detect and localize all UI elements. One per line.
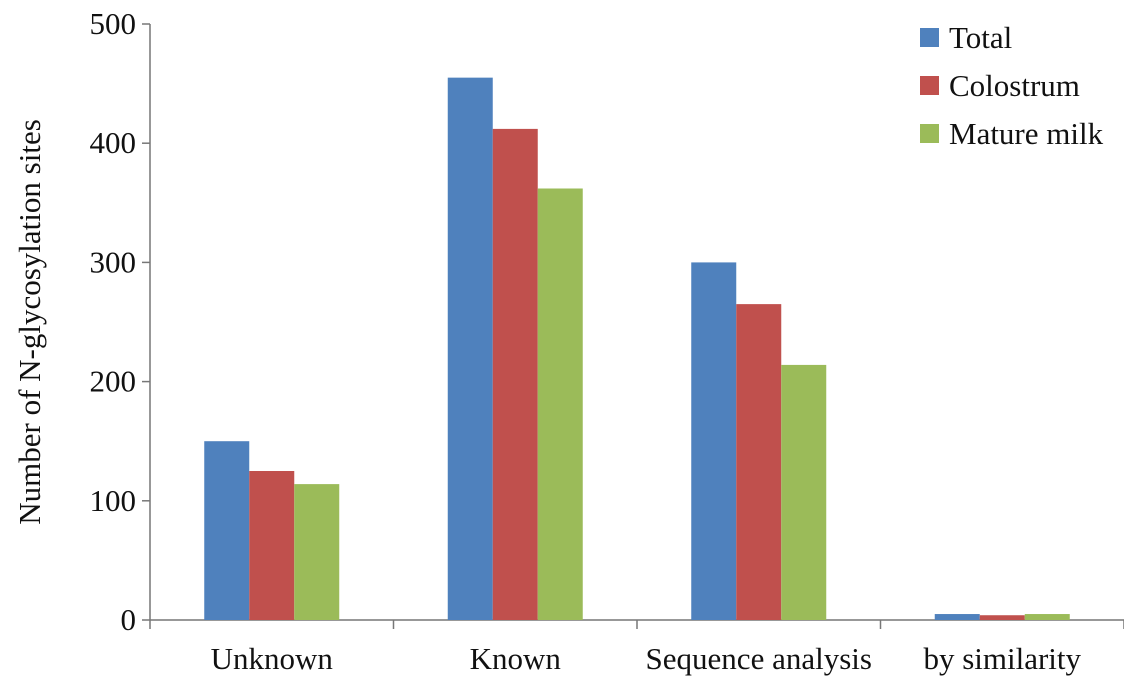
bar-mature-milk — [781, 364, 827, 620]
bar-mature-milk — [537, 188, 583, 620]
legend-label: Colostrum — [949, 68, 1080, 103]
bar-total — [691, 262, 737, 620]
y-tick-label: 100 — [90, 483, 137, 518]
bars — [204, 77, 1070, 620]
bar-total — [447, 77, 493, 620]
x-category-label: Sequence analysis — [646, 641, 872, 676]
legend-label: Mature milk — [949, 116, 1104, 151]
legend-swatch — [920, 28, 939, 47]
x-category-label: Unknown — [211, 641, 334, 676]
bar-total — [934, 614, 980, 620]
bar-colostrum — [249, 471, 295, 620]
bar-colostrum — [979, 615, 1025, 620]
legend-swatch — [920, 76, 939, 95]
bar-colostrum — [736, 304, 782, 620]
bar-mature-milk — [1024, 614, 1070, 620]
y-tick-label: 500 — [90, 6, 137, 41]
y-tick-label: 400 — [90, 125, 137, 160]
y-tick-label: 200 — [90, 364, 137, 399]
x-category-label: by similarity — [923, 641, 1081, 676]
bar-mature-milk — [294, 484, 340, 620]
y-tick-label: 0 — [121, 602, 137, 637]
bar-total — [204, 441, 250, 620]
y-axis-title: Number of N-glycosylation sites — [12, 119, 47, 525]
legend-swatch — [920, 124, 939, 143]
axis-labels: 0 100 200 300 400 500 Unknown Known Sequence ana… — [90, 6, 1082, 676]
x-category-label: Known — [470, 641, 562, 676]
y-tick-label: 300 — [90, 244, 137, 279]
legend-label: Total — [949, 20, 1012, 55]
legend: Total Colostrum Mature milk — [920, 20, 1104, 151]
bar-colostrum — [492, 128, 538, 620]
